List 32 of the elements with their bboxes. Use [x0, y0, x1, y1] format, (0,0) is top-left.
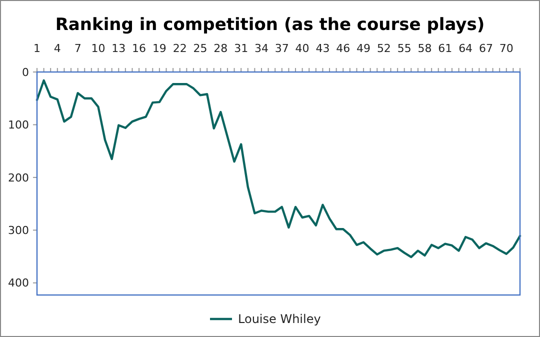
x-tick-label: 34	[254, 42, 268, 55]
x-tick-label: 37	[274, 42, 289, 55]
x-tick-label: 7	[74, 42, 82, 55]
x-tick-label: 25	[193, 42, 208, 55]
x-tick-label: 46	[336, 42, 350, 55]
x-tick-label: 31	[234, 42, 248, 55]
x-tick-label: 61	[438, 42, 452, 55]
chart-title: Ranking in competition (as the course plays)	[55, 15, 485, 35]
x-tick-label: 70	[499, 42, 514, 55]
x-tick-label: 4	[54, 42, 61, 55]
y-tick-label: 400	[8, 276, 29, 290]
y-tick-label: 0	[22, 66, 29, 79]
legend-label: Louise Whiley	[238, 312, 321, 326]
y-tick-label: 300	[8, 224, 29, 238]
x-tick-label: 28	[214, 42, 228, 55]
x-tick-label: 49	[356, 42, 371, 55]
line-series	[36, 79, 522, 258]
x-tick-label: 19	[152, 42, 166, 55]
x-tick-label: 40	[295, 42, 310, 55]
x-tick-label: 13	[112, 42, 126, 55]
x-tick-label: 64	[458, 42, 473, 55]
y-tick-label: 200	[8, 171, 29, 184]
x-tick-label: 43	[316, 42, 330, 55]
x-tick-label: 52	[376, 42, 391, 55]
x-tick-label: 10	[91, 42, 106, 55]
x-tick-label: 55	[397, 42, 412, 55]
y-tick-label: 100	[8, 118, 29, 132]
x-tick-label: 58	[418, 42, 432, 55]
x-tick-label: 67	[478, 42, 493, 55]
x-tick-label: 16	[132, 42, 146, 55]
x-tick-label: 22	[172, 42, 187, 55]
x-tick-label: 1	[34, 42, 40, 55]
